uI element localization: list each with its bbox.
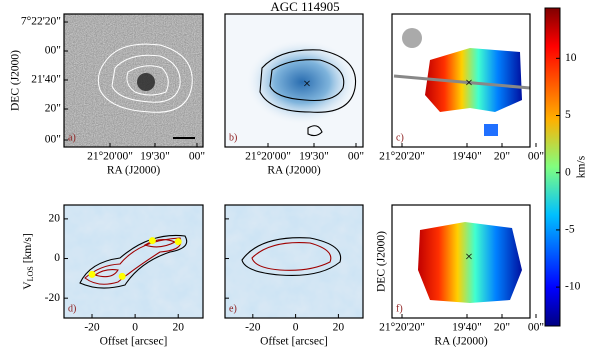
y-tick-label: 7°22'20"	[21, 16, 61, 28]
galaxy	[137, 73, 155, 91]
x-tick-label: 0	[132, 322, 138, 334]
panel-label: c)	[396, 132, 404, 143]
y-tick-label: 00"	[45, 45, 61, 57]
y-axis-label: DEC (J2000)	[10, 50, 22, 111]
pv-contours	[79, 234, 342, 289]
y-tick-label: 20"	[45, 103, 61, 115]
panel-label: b)	[229, 132, 237, 143]
x-tick-label: 00"	[189, 151, 205, 163]
pv-slice	[393, 74, 531, 90]
y-tick-label: 21'40"	[31, 74, 61, 86]
colorbar-label: km/s	[576, 155, 588, 178]
x-tick-label: 21°20'00"	[245, 151, 291, 163]
x-tick-label: 20"	[494, 151, 510, 163]
x-tick-label: 19'40"	[452, 322, 482, 334]
x-axis-label: RA (J2000)	[434, 336, 488, 348]
center-marker: ×	[303, 77, 311, 92]
y-axis-label: DEC (J2000)	[376, 231, 388, 292]
x-tick-label: 19'30"	[140, 151, 170, 163]
pv-noise	[225, 205, 363, 318]
x-tick-label: 21°20'20"	[379, 322, 425, 334]
axes-frame	[224, 13, 364, 148]
pv-noise	[64, 205, 203, 318]
x-tick-label: 19'40"	[452, 151, 482, 163]
center-marker: ×	[465, 76, 473, 91]
x-tick-label: 20"	[494, 322, 510, 334]
axes-frame	[391, 13, 531, 148]
y-tick-label: -20	[45, 292, 61, 304]
colorbar	[544, 7, 561, 327]
y-tick-label: 0	[54, 252, 60, 264]
x-tick-label: 20	[172, 322, 184, 334]
panel-label: d)	[68, 303, 76, 314]
colorbar-tick-label: 10	[565, 52, 577, 64]
x-axis-label: RA (J2000)	[267, 165, 321, 177]
model-velocity-field	[418, 222, 522, 303]
panel-label: e)	[229, 303, 237, 314]
x-tick-label: -20	[245, 322, 261, 334]
hi-emission	[247, 40, 357, 124]
x-tick-label: 00"	[528, 151, 544, 163]
axes-frame	[224, 204, 364, 319]
velocity-field	[484, 124, 498, 136]
y-label-unit: [km/s]	[22, 233, 34, 263]
x-tick-label: -20	[84, 322, 100, 334]
x-tick-label: 20	[333, 322, 345, 334]
colorbar-tick-label: 5	[565, 109, 571, 121]
point	[174, 238, 182, 246]
colorbar-tick-label: -5	[565, 224, 575, 236]
colorbar-tick-label: 0	[565, 166, 571, 178]
x-tick-label: 21°20'00"	[87, 151, 133, 163]
x-axis-label: Offset [arcsec]	[260, 336, 328, 348]
point	[148, 237, 156, 245]
y-tick-label: 20	[49, 213, 61, 225]
x-tick-label: 00"	[528, 322, 544, 334]
point	[88, 270, 96, 278]
beam	[402, 28, 422, 48]
x-tick-label: 0	[293, 322, 299, 334]
y-label-main: V	[22, 281, 34, 290]
x-axis-label: RA (J2000)	[107, 165, 161, 177]
y-tick-label: 00"	[45, 134, 61, 146]
axes-frame	[63, 204, 204, 319]
axes-frame	[391, 204, 531, 319]
x-tick-label: 21°20'20"	[379, 151, 425, 163]
y-axis-label: VLOS [km/s]	[22, 233, 35, 289]
title: AGC 114905	[270, 0, 339, 14]
x-tick-label: 19'30"	[299, 151, 329, 163]
point	[118, 272, 126, 280]
velocity-field	[425, 48, 522, 112]
x-tick-label: 00"	[348, 151, 364, 163]
x-axis-label: Offset [arcsec]	[100, 336, 168, 348]
center-marker: ×	[465, 250, 473, 265]
panel-label: a)	[68, 132, 76, 143]
panel-label: f)	[396, 303, 403, 314]
optical-noise	[64, 14, 203, 147]
colorbar-tick-label: -10	[565, 281, 581, 293]
contours	[259, 49, 357, 137]
y-label-sub: LOS	[26, 266, 35, 281]
contours	[97, 43, 193, 113]
